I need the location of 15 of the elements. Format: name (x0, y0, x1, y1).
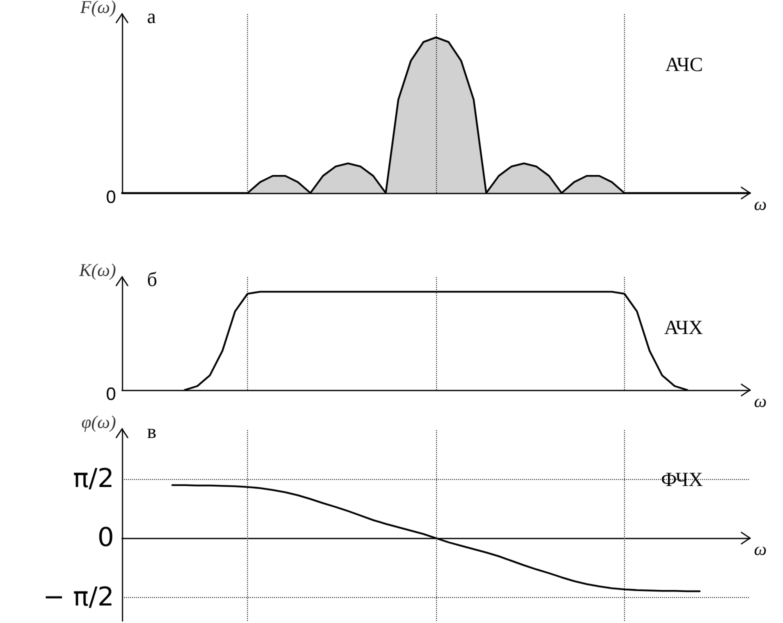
y-tick-label: − π/2 (42, 582, 114, 612)
text: АЧХ (664, 317, 704, 339)
y-axis-title: K(ω) (78, 260, 116, 280)
chart-title: б (147, 269, 158, 291)
chart-title: в (147, 421, 156, 443)
y-tick-label: 0 (97, 523, 114, 554)
x-axis-title: ω (754, 391, 767, 411)
text: АЧС (665, 54, 704, 76)
x-axis-title: ω (754, 194, 767, 214)
y-axis-title: φ(ω) (81, 412, 116, 432)
x-axis-title: ω (754, 539, 767, 560)
text: ФЧХ (661, 469, 704, 491)
y-axis-title: F(ω) (79, 0, 116, 17)
chart-title: а (147, 6, 156, 28)
y-tick-label: π/2 (73, 464, 114, 494)
